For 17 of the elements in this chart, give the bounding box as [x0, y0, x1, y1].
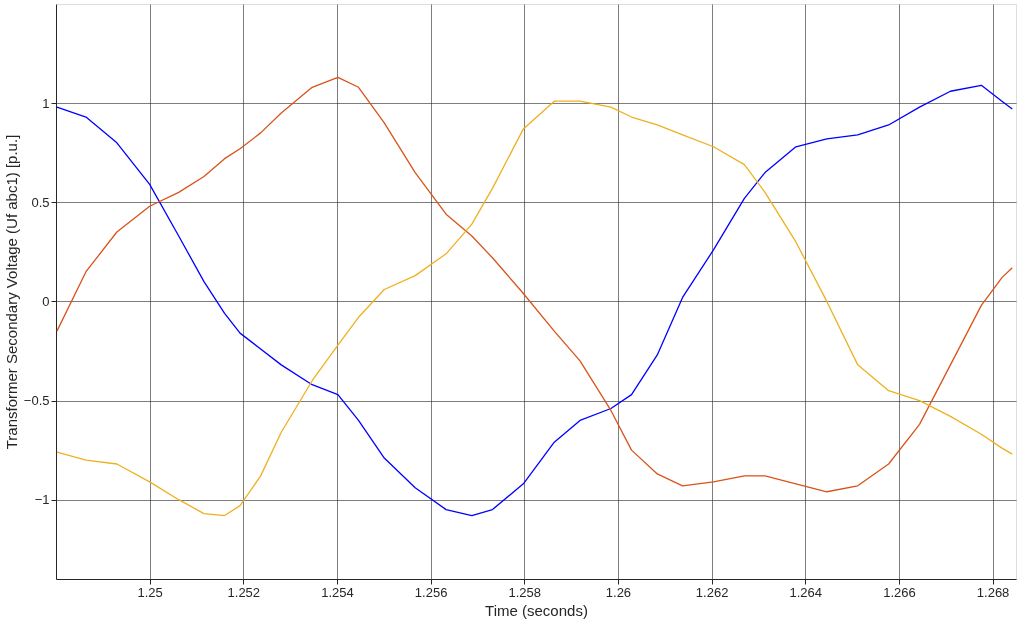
- y-tick-label: −1: [34, 492, 50, 508]
- x-tick-label: 1.262: [695, 584, 729, 600]
- x-tick-label: 1.256: [414, 584, 448, 600]
- y-tick-label: 0: [42, 293, 50, 309]
- x-tick-label: 1.258: [508, 584, 542, 600]
- x-axis-title: Time (seconds): [485, 601, 588, 619]
- x-tick-label: 1.25: [137, 584, 163, 600]
- y-tick-label: 0.5: [31, 194, 50, 210]
- x-tick-label: 1.252: [227, 584, 261, 600]
- x-tick-label: 1.264: [789, 584, 823, 600]
- y-tick-label: 1: [42, 95, 50, 111]
- x-tick-label: 1.268: [976, 584, 1010, 600]
- x-tick-label: 1.254: [321, 584, 354, 600]
- x-tick-label: 1.266: [883, 584, 916, 600]
- x-tick-label: 1.26: [605, 584, 632, 600]
- y-tick-label: −0.5: [23, 393, 50, 409]
- y-axis-title: Transformer Secondary Voltage (Uf abc1) [p.u.]: [2, 134, 20, 450]
